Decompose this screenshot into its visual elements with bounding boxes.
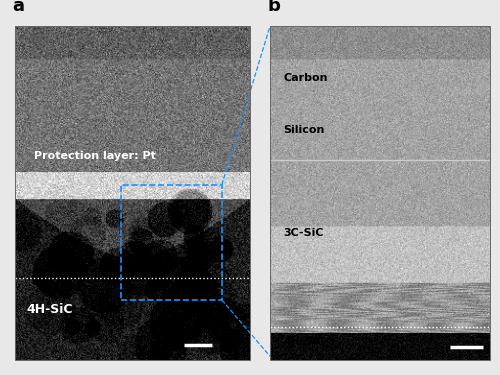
Bar — [270, 26, 490, 360]
Text: Protection layer: Pt: Protection layer: Pt — [34, 152, 156, 161]
Bar — [15, 26, 250, 360]
Bar — [121, 185, 222, 300]
Text: Silicon: Silicon — [283, 125, 325, 135]
Text: 4H-SiC: 4H-SiC — [27, 303, 73, 316]
Text: b: b — [268, 0, 280, 15]
Text: Carbon: Carbon — [283, 73, 328, 83]
Text: 4H-SiC: 4H-SiC — [283, 337, 325, 346]
Text: 3C-SiC: 3C-SiC — [283, 228, 324, 238]
Text: a: a — [12, 0, 24, 15]
